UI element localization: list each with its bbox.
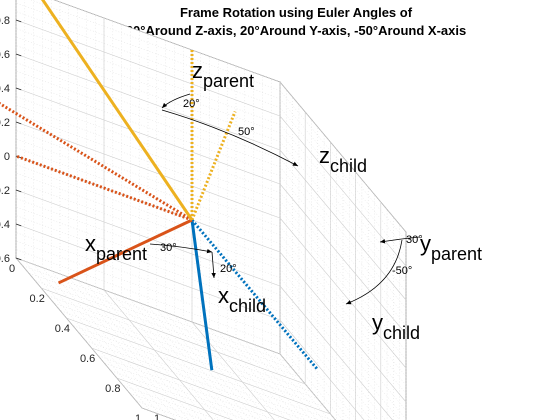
arc-neg50-y [345, 239, 403, 305]
grid-line-major [15, 189, 281, 287]
grid-line-major [41, 287, 306, 385]
z-tick-label: -0.6 [0, 253, 10, 265]
frame-vectors [0, 0, 320, 371]
grid-line [34, 280, 299, 377]
arc-30-x [149, 243, 213, 254]
grid-line-major [191, 321, 275, 420]
grid-line-major [66, 317, 331, 415]
child-x-axis [190, 219, 214, 371]
grid-line-major [279, 285, 393, 420]
label-y-child: ychild [372, 310, 420, 343]
grid-line-major [53, 0, 281, 83]
label-y-parent: yparent [420, 231, 482, 264]
grid-line-major [279, 183, 407, 335]
z-tick-label: 0 [4, 151, 10, 163]
axis-vector-labels: xparent yparent zparent xchild ychild zc… [85, 58, 482, 343]
grid-line-major [15, 223, 281, 321]
x-tick-label: 0 [9, 263, 15, 275]
grid-line-major [15, 257, 281, 355]
label-x-parent: xparent [85, 231, 147, 264]
grid-line-major [279, 319, 365, 420]
grid-line-major [91, 347, 291, 420]
x-tick-label: 1 [135, 413, 141, 420]
grid-line [15, 45, 281, 142]
grid-line [30, 0, 281, 91]
grid-line [15, 249, 281, 346]
angle-label-30-x: 30° [160, 242, 177, 254]
parent-x-axis [190, 219, 320, 371]
angle-label-20-x: 20° [220, 263, 237, 275]
grid-line [110, 370, 248, 420]
grid-line-major [15, 53, 281, 151]
grid-line [15, 28, 281, 125]
arc-30-y [379, 236, 420, 244]
grid-line [53, 302, 318, 400]
grid-line-major [15, 121, 281, 219]
grid-line [15, 130, 281, 227]
chart-title-line-2: 30°Around Z-axis, 20°Around Y-axis, -50°… [126, 23, 466, 38]
grid-line [97, 355, 276, 420]
chart-title-line-1: Frame Rotation using Euler Angles of [180, 5, 413, 20]
grid-line [15, 240, 281, 338]
parent-y-axis [15, 154, 193, 222]
z-tick-label: 0.6 [0, 49, 10, 61]
z-tick-label: -0.2 [0, 185, 10, 197]
child-z-axis [41, 0, 194, 221]
grid-line-major [279, 251, 407, 403]
x-tick-label: 0.4 [55, 323, 70, 335]
arc-20-x [211, 251, 216, 279]
grid-line-major [279, 353, 336, 420]
grid-line [123, 385, 219, 420]
x-tick-label: 0.2 [30, 293, 45, 305]
angle-label-20-z: 20° [183, 98, 200, 110]
grid-line [15, 96, 281, 193]
z-tick-label: 0.2 [0, 117, 10, 129]
grid-line [15, 147, 281, 244]
grid-line [15, 36, 281, 134]
x-tick-label: 0.6 [80, 353, 95, 365]
grid-line [15, 232, 281, 329]
child-y-axis [57, 218, 193, 285]
grid-line [60, 310, 325, 407]
angle-labels: 30° 20° 20° 30° -50° 50° [160, 98, 423, 277]
grid-line [78, 332, 319, 420]
grid-line-major [279, 81, 407, 233]
z-tick-label: 0.8 [0, 15, 10, 27]
tick-labels: 1 0.8 0.6 0.4 0.2 0 -0.2 -0.4 -0.6 0.2 0.4 0.6 0.8 1 0… [0, 15, 160, 420]
grid-line [15, 181, 281, 278]
grid-line [15, 198, 281, 295]
z-tick-label: 0.4 [0, 83, 10, 95]
grid-line-major [116, 377, 234, 420]
grid-line-major [15, 19, 281, 117]
label-x-child: xchild [218, 283, 266, 316]
angle-label-neg50-y: -50° [392, 265, 412, 277]
intermediate-y-axis [0, 101, 193, 222]
grid-line [72, 325, 334, 420]
grid-line-major [103, 289, 214, 420]
grid-line [15, 79, 281, 176]
grid-line-major [15, 257, 143, 409]
grid-line [85, 340, 305, 420]
x-tick-label: 0.8 [105, 383, 120, 395]
label-z-child: zchild [319, 143, 367, 176]
grid-line [129, 392, 205, 420]
grid-line [28, 272, 293, 370]
intermediate-z-axis [190, 110, 237, 221]
arc-20-z [161, 93, 191, 109]
z-tick-label: -0.4 [0, 219, 10, 231]
angle-label-50-z: 50° [238, 126, 255, 138]
grid-lines [15, 0, 407, 420]
grid-line [104, 362, 262, 420]
y-tick-label: 1 [154, 413, 160, 420]
label-z-parent: zparent [192, 58, 254, 91]
grid-line-major [279, 149, 407, 301]
angle-arcs [149, 93, 420, 305]
grid-line [15, 138, 281, 236]
angle-label-30-y: 30° [406, 234, 423, 246]
grid-line-major [15, 87, 281, 185]
arc-50-z [161, 109, 299, 167]
grid-line-major [279, 217, 407, 369]
